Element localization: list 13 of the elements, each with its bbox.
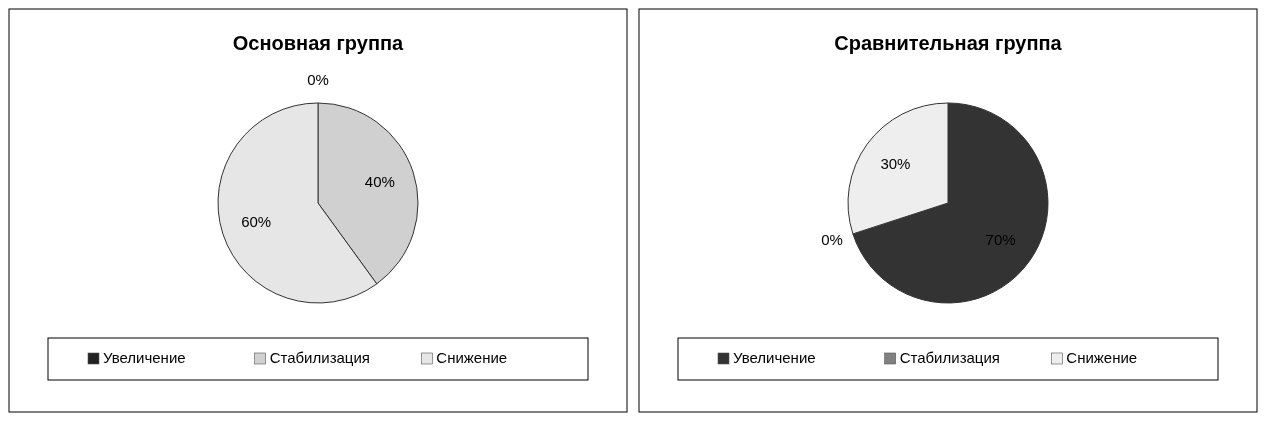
- legend-label: Стабилизация: [269, 348, 370, 366]
- data-label: 30%: [880, 154, 911, 172]
- data-label: 60%: [241, 213, 272, 231]
- text: 0%: [821, 230, 843, 248]
- legend-label: Увеличение: [103, 348, 186, 366]
- legend-label: Снижение: [1066, 348, 1138, 366]
- legend-label: Снижение: [436, 348, 508, 366]
- data-label: 40%: [364, 172, 395, 190]
- legend-label: Стабилизация: [899, 348, 1000, 366]
- text: 0%: [307, 70, 329, 88]
- chart-title: Основная группа: [232, 32, 405, 54]
- chart-title: Сравнительная группа: [834, 32, 1063, 54]
- legend-label: Увеличение: [733, 348, 816, 366]
